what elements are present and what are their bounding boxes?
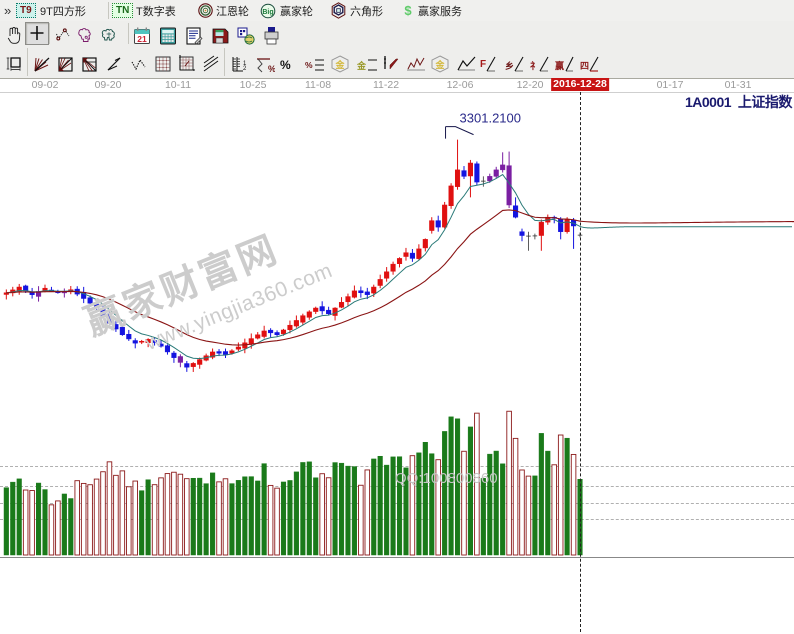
svg-text:$: $ [404,3,412,18]
svg-text:21: 21 [137,34,147,44]
svg-text:礻: 礻 [530,60,539,71]
svg-text:赢: 赢 [555,60,564,71]
svg-text:金: 金 [334,59,345,70]
svg-text:Big: Big [262,9,273,16]
svg-text:%: % [305,60,313,70]
svg-text:金: 金 [434,59,445,70]
svg-text:乡: 乡 [505,61,514,71]
svg-text:%: % [268,64,275,74]
svg-text:金: 金 [356,60,367,71]
svg-text:3301.2100: 3301.2100 [460,111,521,126]
svg-text:四: 四 [580,61,589,71]
svg-text:2: 2 [243,66,247,72]
